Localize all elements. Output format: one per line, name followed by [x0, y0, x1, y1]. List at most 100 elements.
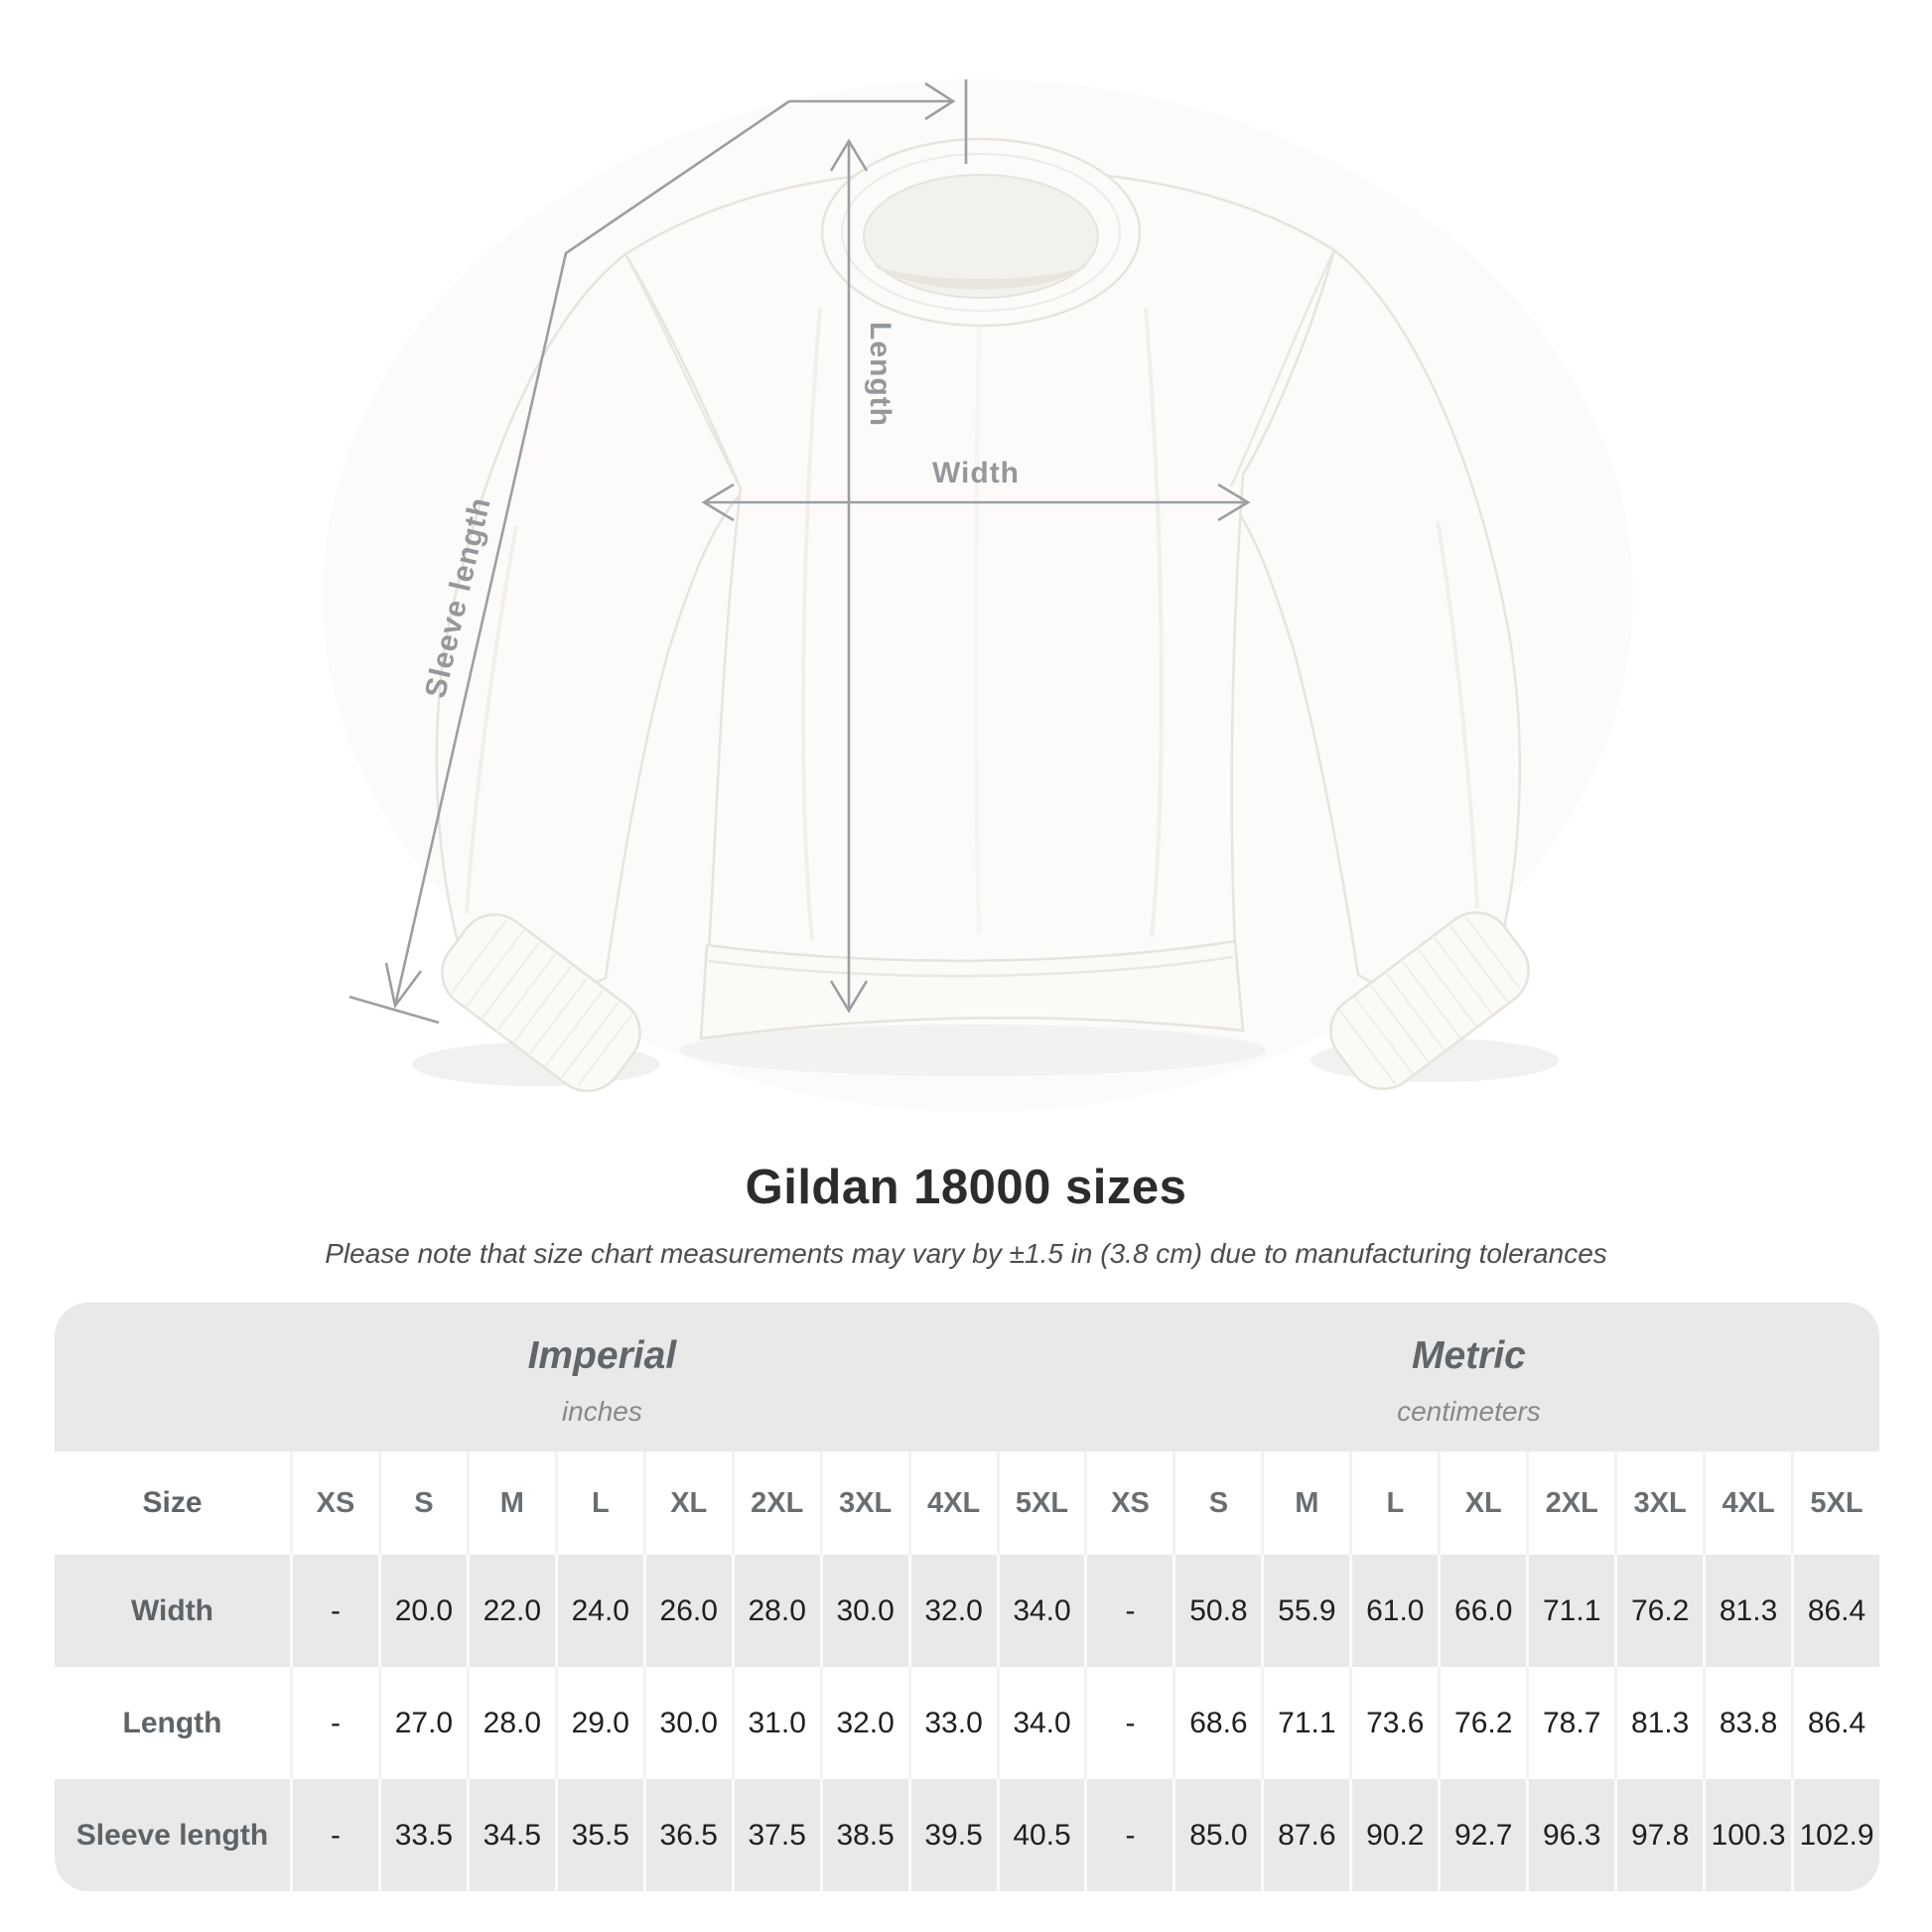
row-label: Sleeve length	[55, 1779, 290, 1891]
length-arrow-top	[829, 138, 869, 172]
value-cell-metric: 96.3	[1526, 1779, 1615, 1891]
measurement-lines	[348, 79, 1251, 1025]
value-cell-metric: -	[1084, 1779, 1173, 1891]
value-cell-metric: 66.0	[1438, 1555, 1527, 1667]
value-cell-metric: 71.1	[1526, 1555, 1615, 1667]
value-cell-metric: 81.3	[1614, 1667, 1704, 1779]
metric-group-unit: centimeters	[1397, 1396, 1541, 1427]
value-cell-metric: 78.7	[1526, 1667, 1615, 1779]
size-header-imperial: L	[554, 1451, 643, 1555]
size-header-metric: 3XL	[1614, 1451, 1704, 1555]
value-cell-metric: 61.0	[1349, 1555, 1439, 1667]
value-cell-imperial: -	[290, 1667, 378, 1779]
value-cell-imperial: 33.5	[377, 1779, 467, 1891]
value-cell-metric: 55.9	[1261, 1555, 1350, 1667]
tolerance-note: Please note that size chart measurements…	[325, 1238, 1607, 1269]
value-cell-imperial: 34.0	[996, 1667, 1085, 1779]
size-header-imperial: 4XL	[907, 1451, 997, 1555]
value-cell-metric: 86.4	[1791, 1555, 1879, 1667]
value-cell-metric: 100.3	[1703, 1779, 1792, 1891]
value-cell-imperial: 34.0	[996, 1555, 1085, 1667]
value-cell-imperial: 38.5	[819, 1779, 908, 1891]
value-cell-imperial: 29.0	[554, 1667, 643, 1779]
value-cell-metric: 68.6	[1173, 1667, 1262, 1779]
size-grid: Size XS S M L XL 2XL 3XL 4XL 5XL XS S M L XL 2XL 3XL 4XL 5…	[55, 1451, 1879, 1891]
value-cell-imperial: 37.5	[731, 1779, 820, 1891]
value-cell-imperial: 28.0	[731, 1555, 820, 1667]
value-cell-imperial: 27.0	[377, 1667, 467, 1779]
width-arrow-right	[1217, 483, 1251, 522]
imperial-group-unit: inches	[561, 1396, 642, 1427]
value-cell-metric: 76.2	[1614, 1555, 1704, 1667]
row-label: Width	[55, 1555, 290, 1667]
size-header-metric: 2XL	[1526, 1451, 1615, 1555]
value-cell-metric: 92.7	[1438, 1779, 1527, 1891]
value-cell-metric: 90.2	[1349, 1779, 1439, 1891]
unit-group-header-band: Imperial inches Metric centimeters	[55, 1303, 1879, 1451]
size-header-metric: 4XL	[1703, 1451, 1792, 1555]
row-label: Length	[55, 1667, 290, 1779]
value-cell-imperial: 30.0	[642, 1667, 732, 1779]
value-cell-metric: 86.4	[1791, 1667, 1879, 1779]
size-header-imperial: M	[466, 1451, 555, 1555]
size-header-imperial: 3XL	[819, 1451, 908, 1555]
value-cell-imperial: 39.5	[907, 1779, 997, 1891]
value-cell-imperial: 26.0	[642, 1555, 732, 1667]
value-cell-metric: 76.2	[1438, 1667, 1527, 1779]
size-header-metric: XS	[1084, 1451, 1173, 1555]
length-measure-label: Length	[864, 322, 897, 427]
value-cell-imperial: 22.0	[466, 1555, 555, 1667]
size-header-metric: 5XL	[1791, 1451, 1879, 1555]
size-header-imperial: 5XL	[996, 1451, 1085, 1555]
size-header-metric: L	[1349, 1451, 1439, 1555]
value-cell-metric: 83.8	[1703, 1667, 1792, 1779]
page-title: Gildan 18000 sizes	[745, 1161, 1187, 1214]
value-cell-imperial: 31.0	[731, 1667, 820, 1779]
value-cell-imperial: 28.0	[466, 1667, 555, 1779]
size-header-imperial: XS	[290, 1451, 378, 1555]
size-header-imperial: 2XL	[731, 1451, 820, 1555]
value-cell-imperial: -	[290, 1555, 378, 1667]
product-figure: Length Width Sleeve length	[323, 79, 1633, 1112]
value-cell-imperial: 32.0	[819, 1667, 908, 1779]
value-cell-metric: 87.6	[1261, 1779, 1350, 1891]
metric-group-title: Metric	[1412, 1334, 1526, 1377]
sleeve-arrowhead	[384, 962, 423, 1010]
size-header-imperial: XL	[642, 1451, 732, 1555]
size-header-imperial: S	[377, 1451, 467, 1555]
length-arrow-bottom	[829, 980, 869, 1014]
value-cell-imperial: 40.5	[996, 1779, 1085, 1891]
value-cell-metric: 102.9	[1791, 1779, 1879, 1891]
value-cell-metric: 81.3	[1703, 1555, 1792, 1667]
imperial-group-title: Imperial	[527, 1334, 677, 1377]
value-cell-imperial: 20.0	[377, 1555, 467, 1667]
value-cell-metric: 73.6	[1349, 1667, 1439, 1779]
size-column-header: Size	[55, 1451, 290, 1555]
size-header-metric: M	[1261, 1451, 1350, 1555]
value-cell-metric: -	[1084, 1555, 1173, 1667]
size-header-metric: XL	[1438, 1451, 1527, 1555]
value-cell-imperial: -	[290, 1779, 378, 1891]
right-arrowhead	[924, 81, 956, 121]
value-cell-metric: 71.1	[1261, 1667, 1350, 1779]
value-cell-metric: -	[1084, 1667, 1173, 1779]
value-cell-imperial: 30.0	[819, 1555, 908, 1667]
value-cell-metric: 97.8	[1614, 1779, 1704, 1891]
value-cell-imperial: 35.5	[554, 1779, 643, 1891]
sleeve-end-tick	[348, 995, 440, 1025]
sweatshirt-illustration	[323, 79, 1633, 1112]
sweatshirt-art	[323, 79, 1633, 1112]
value-cell-imperial: 34.5	[466, 1779, 555, 1891]
value-cell-imperial: 36.5	[642, 1779, 732, 1891]
value-cell-metric: 85.0	[1173, 1779, 1262, 1891]
size-header-metric: S	[1173, 1451, 1262, 1555]
width-measure-label: Width	[931, 457, 1021, 489]
size-table: Imperial inches Metric centimeters Size X…	[55, 1303, 1879, 1891]
width-arrow-left	[701, 483, 735, 522]
value-cell-metric: 50.8	[1173, 1555, 1262, 1667]
value-cell-imperial: 32.0	[907, 1555, 997, 1667]
sleeve-length-line	[393, 99, 790, 1007]
value-cell-imperial: 24.0	[554, 1555, 643, 1667]
value-cell-imperial: 33.0	[907, 1667, 997, 1779]
